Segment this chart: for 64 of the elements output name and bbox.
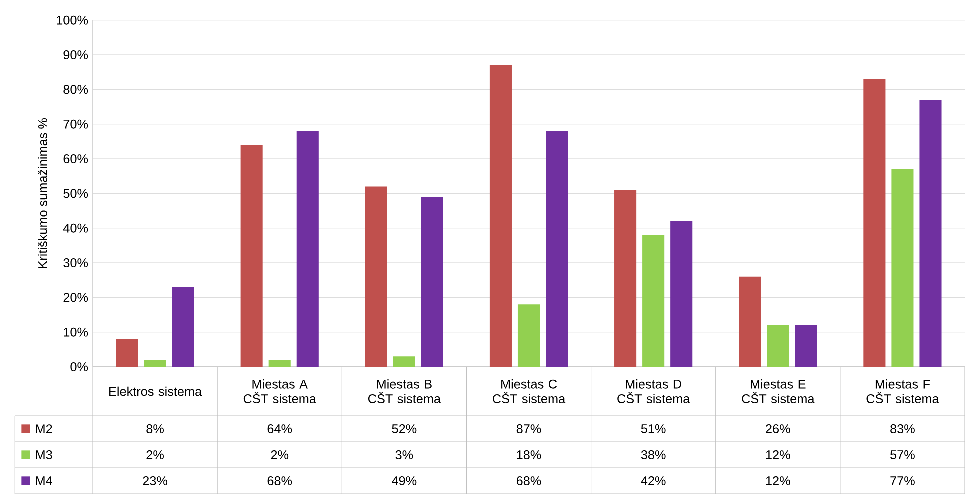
y-tick-label: 10% <box>64 328 88 337</box>
x-tick-label: Miestas D CŠT sistema <box>618 380 690 404</box>
x-tick-label: Miestas E CŠT sistema <box>742 380 815 404</box>
bar <box>670 221 693 367</box>
data-label: 57% <box>890 450 915 460</box>
legend-label: M4 <box>36 476 52 486</box>
y-tick-label: 50% <box>64 189 88 198</box>
bar <box>920 100 942 367</box>
data-label: 12% <box>766 450 790 460</box>
data-label: 2% <box>146 450 164 460</box>
bar <box>421 197 444 367</box>
y-tick-label: 90% <box>64 50 88 60</box>
bar <box>296 131 319 367</box>
x-tick-label: Miestas F CŠT sistema <box>866 380 940 404</box>
data-label: 42% <box>641 476 666 486</box>
data-label: 83% <box>890 424 915 434</box>
bar <box>767 325 790 367</box>
x-tick-label: Elektros sistema <box>110 386 202 396</box>
bar <box>546 131 568 367</box>
bar <box>795 325 818 367</box>
data-label: 51% <box>641 424 666 434</box>
bar <box>490 65 512 367</box>
data-label: 26% <box>766 424 790 434</box>
y-tick-label: 60% <box>64 154 88 164</box>
bar <box>614 190 637 367</box>
y-tick-label: 30% <box>64 258 88 268</box>
x-tick-label: Miestas B CŠT sistema <box>368 380 442 404</box>
bar <box>892 169 914 367</box>
data-label: 68% <box>516 476 542 486</box>
bar <box>518 304 540 367</box>
y-tick-label: 40% <box>63 224 88 233</box>
data-label: 23% <box>143 476 168 486</box>
bar <box>739 276 762 367</box>
data-label: 3% <box>396 450 414 460</box>
bar <box>116 339 138 367</box>
bar <box>365 186 388 367</box>
legend-label: M3 <box>36 450 52 460</box>
data-label: 52% <box>392 424 417 434</box>
bar <box>642 235 665 367</box>
data-label: 77% <box>890 476 915 486</box>
y-tick-label: 70% <box>64 120 88 129</box>
x-tick-label: Miestas C CŠT sistema <box>493 380 566 404</box>
bar <box>268 360 291 367</box>
legend-label: M2 <box>36 424 52 434</box>
bar <box>172 287 194 367</box>
data-label: 2% <box>271 450 289 460</box>
data-label: 68% <box>268 476 292 486</box>
data-label: 8% <box>146 424 164 434</box>
data-label: 64% <box>268 424 292 434</box>
bar <box>144 360 166 367</box>
data-label: 18% <box>517 450 542 460</box>
y-tick-label: 0% <box>70 362 88 372</box>
y-axis-title: Kritiškumo sumažinimas % <box>38 118 48 268</box>
bar <box>240 145 263 367</box>
y-tick-label: 100% <box>57 16 88 25</box>
data-label: 12% <box>766 476 790 486</box>
y-tick-label: 80% <box>64 85 88 94</box>
data-label: 38% <box>641 450 666 460</box>
y-tick-label: 20% <box>64 293 88 302</box>
x-tick-label: Miestas A CŠT sistema <box>244 380 316 404</box>
data-label: 49% <box>392 476 417 486</box>
bar <box>864 79 886 367</box>
data-label: 87% <box>516 424 542 434</box>
bar <box>393 356 416 367</box>
